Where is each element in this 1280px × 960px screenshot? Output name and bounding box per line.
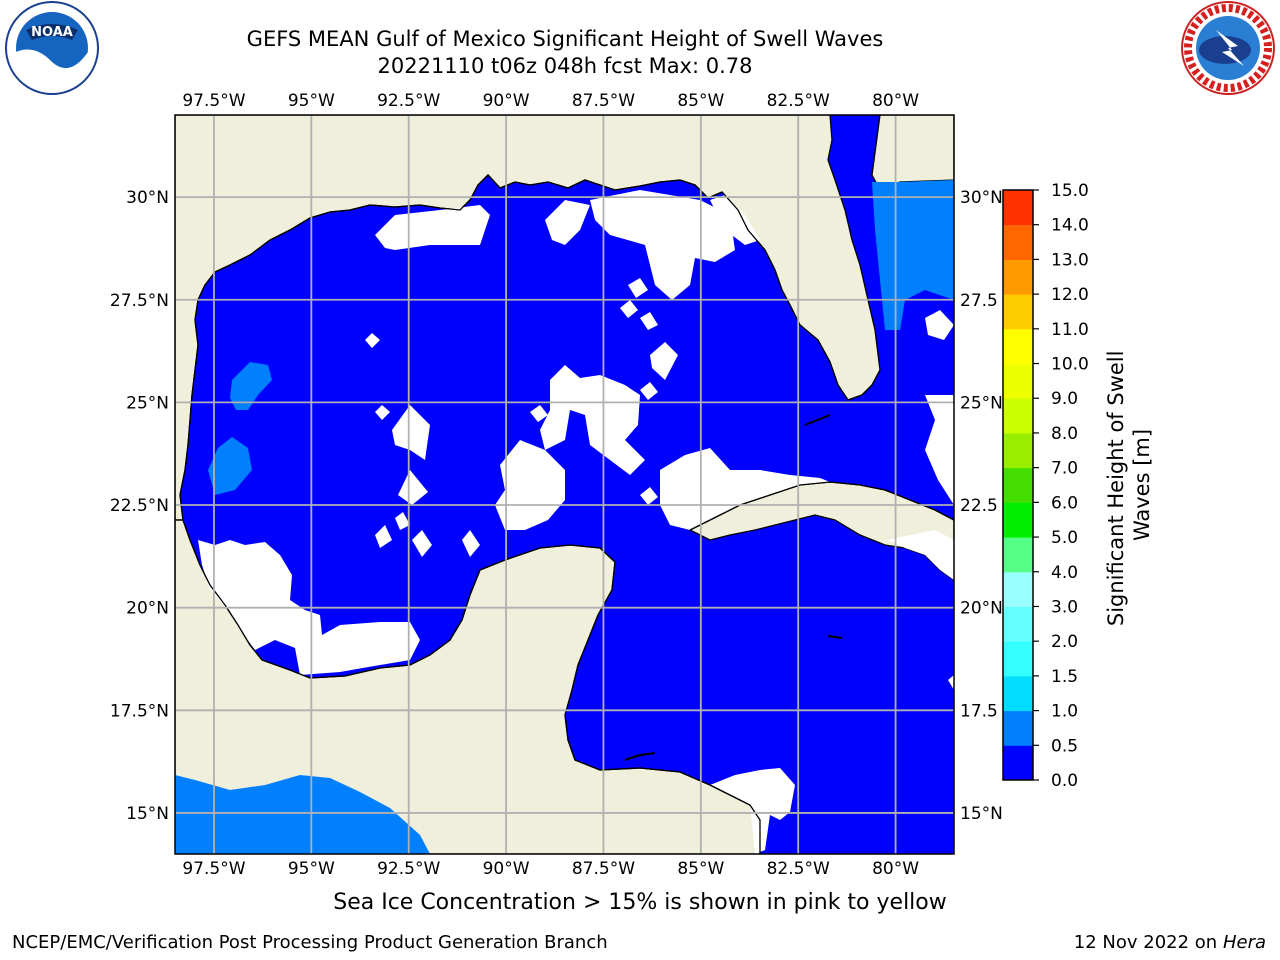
- lat-tick-label-left: 30°N: [126, 188, 169, 208]
- colorbar-tick-label: 5.0: [1051, 528, 1078, 548]
- lat-tick-label-right: 15°N: [960, 804, 1003, 824]
- colorbar-tick-label: 7.0: [1051, 459, 1078, 479]
- lat-tick-label-right: 17.5: [960, 701, 998, 721]
- lon-tick-label-bottom: 85°W: [677, 859, 724, 879]
- colorbar-segment: [1003, 467, 1033, 503]
- colorbar-segment: [1003, 502, 1033, 538]
- lon-tick-label-bottom: 92.5°W: [377, 859, 440, 879]
- footer-date: 12 Nov 2022 on Hera: [1074, 932, 1266, 953]
- colorbar-segment: [1003, 710, 1033, 746]
- swell-zone-0.5m-atlantic: [872, 180, 954, 330]
- colorbar-label-line1: Significant Height of Swell: [1104, 351, 1128, 627]
- colorbar-tick-label: 0.5: [1051, 736, 1078, 756]
- noaa-logo: NOAA: [5, 1, 99, 95]
- map-gridlines: [175, 115, 954, 854]
- colorbar-segment: [1003, 606, 1033, 642]
- lat-tick-label-left: 25°N: [126, 393, 169, 413]
- lon-tick-label-top: 80°W: [872, 91, 919, 111]
- lat-tick-label-left: 15°N: [126, 804, 169, 824]
- colorbar-segment: [1003, 363, 1033, 399]
- colorbar-tick-label: 14.0: [1051, 216, 1089, 236]
- lon-tick-label-top: 95°W: [288, 91, 335, 111]
- colorbar-tick-label: 11.0: [1051, 320, 1089, 340]
- colorbar-ticks: 0.0 0.5 1.0 1.5 2.0 3.0 4.0 5.0 6.0 7.0 8.0 9.0 10.0…: [1033, 181, 1089, 791]
- colorbar-tick-label: 3.0: [1051, 597, 1078, 617]
- colorbar-tick-label: 2.0: [1051, 632, 1078, 652]
- lat-tick-label-right: 20°N: [960, 599, 1003, 619]
- colorbar-segment: [1003, 675, 1033, 712]
- colorbar-tick-label: 1.0: [1051, 702, 1078, 722]
- colorbar-segment: [1003, 224, 1033, 260]
- map-title: GEFS MEAN Gulf of Mexico Significant Hei…: [246, 27, 884, 51]
- lon-tick-label-top: 97.5°W: [182, 91, 245, 111]
- lon-tick-label-top: 85°W: [677, 91, 724, 111]
- nws-logo: [1181, 1, 1275, 95]
- lon-tick-label-top: 92.5°W: [377, 91, 440, 111]
- colorbar-segment: [1003, 398, 1033, 434]
- no-data-patches: [198, 190, 954, 854]
- lon-tick-label-bottom: 80°W: [872, 859, 919, 879]
- colorbar-segment: [1003, 571, 1033, 607]
- lat-tick-label-left: 20°N: [126, 599, 169, 619]
- colorbar-label-line2: Waves [m]: [1130, 429, 1154, 541]
- colorbar-tick-label: 13.0: [1051, 250, 1089, 270]
- footer-host: Hera: [1222, 932, 1266, 953]
- lon-tick-label-top: 82.5°W: [767, 91, 830, 111]
- lat-tick-label-right: 22.5: [960, 496, 998, 516]
- lon-tick-label-top: 87.5°W: [572, 91, 635, 111]
- colorbar-segment: [1003, 294, 1033, 330]
- lat-tick-label-left: 17.5°N: [110, 701, 169, 721]
- lon-tick-label-bottom: 82.5°W: [767, 859, 830, 879]
- colorbar-tick-label: 8.0: [1051, 424, 1078, 444]
- colorbar-segment: [1003, 190, 1033, 226]
- colorbar: [1002, 189, 1034, 781]
- colorbar-tick-label: 4.0: [1051, 563, 1078, 583]
- lon-tick-label-bottom: 90°W: [483, 859, 530, 879]
- colorbar-segment: [1003, 259, 1033, 295]
- swell-zone-0.5m-texas2: [208, 437, 252, 495]
- footer-credit: NCEP/EMC/Verification Post Processing Pr…: [12, 932, 608, 953]
- lon-tick-label-top: 90°W: [483, 91, 530, 111]
- colorbar-tick-label: 1.5: [1051, 667, 1078, 687]
- lat-tick-label-left: 22.5°N: [110, 496, 169, 516]
- colorbar-segment: [1003, 537, 1033, 573]
- map-area: [175, 115, 954, 854]
- colorbar-tick-label: 15.0: [1051, 181, 1089, 201]
- colorbar-frame: [1002, 189, 1034, 781]
- map-subtitle: 20221110 t06z 048h fcst Max: 0.78: [377, 54, 753, 78]
- colorbar-tick-label: 9.0: [1051, 389, 1078, 409]
- lat-tick-label-right: 30°N: [960, 188, 1003, 208]
- footer-date-text: 12 Nov 2022 on: [1073, 932, 1218, 953]
- colorbar-tick-label: 10.0: [1051, 355, 1089, 375]
- lat-tick-label-left: 27.5°N: [110, 291, 169, 311]
- sea-ice-note-text: Sea Ice Concentration > 15% is shown in …: [333, 890, 947, 915]
- lon-tick-label-bottom: 95°W: [288, 859, 335, 879]
- colorbar-tick-label: 6.0: [1051, 493, 1078, 513]
- swell-zone-0.5m-texas: [230, 362, 272, 410]
- colorbar-segment: [1003, 328, 1033, 365]
- colorbar-tick-label: 0.0: [1051, 771, 1078, 791]
- colorbar-tick-label: 12.0: [1051, 285, 1089, 305]
- map-frame: [174, 114, 955, 855]
- colorbar-segment: [1003, 745, 1033, 781]
- colorbar-label: Significant Height of Swell Waves [m]: [1104, 344, 1154, 626]
- sea-ice-note: Sea Ice Concentration > 15% is shown in …: [0, 890, 1280, 915]
- swell-zone-0.5m-southwest: [175, 775, 430, 854]
- lat-tick-label-right: 27.5: [960, 291, 998, 311]
- axis-labels: 97.5°W 97.5°W 95°W 95°W 92.5°W 92.5°W 90°W 90°W…: [110, 91, 1003, 879]
- lon-tick-label-bottom: 97.5°W: [182, 859, 245, 879]
- lat-tick-label-right: 25°N: [960, 393, 1003, 413]
- colorbar-segment: [1003, 432, 1033, 469]
- lon-tick-label-bottom: 87.5°W: [572, 859, 635, 879]
- noaa-logo-text: NOAA: [31, 25, 73, 40]
- colorbar-segment: [1003, 641, 1033, 677]
